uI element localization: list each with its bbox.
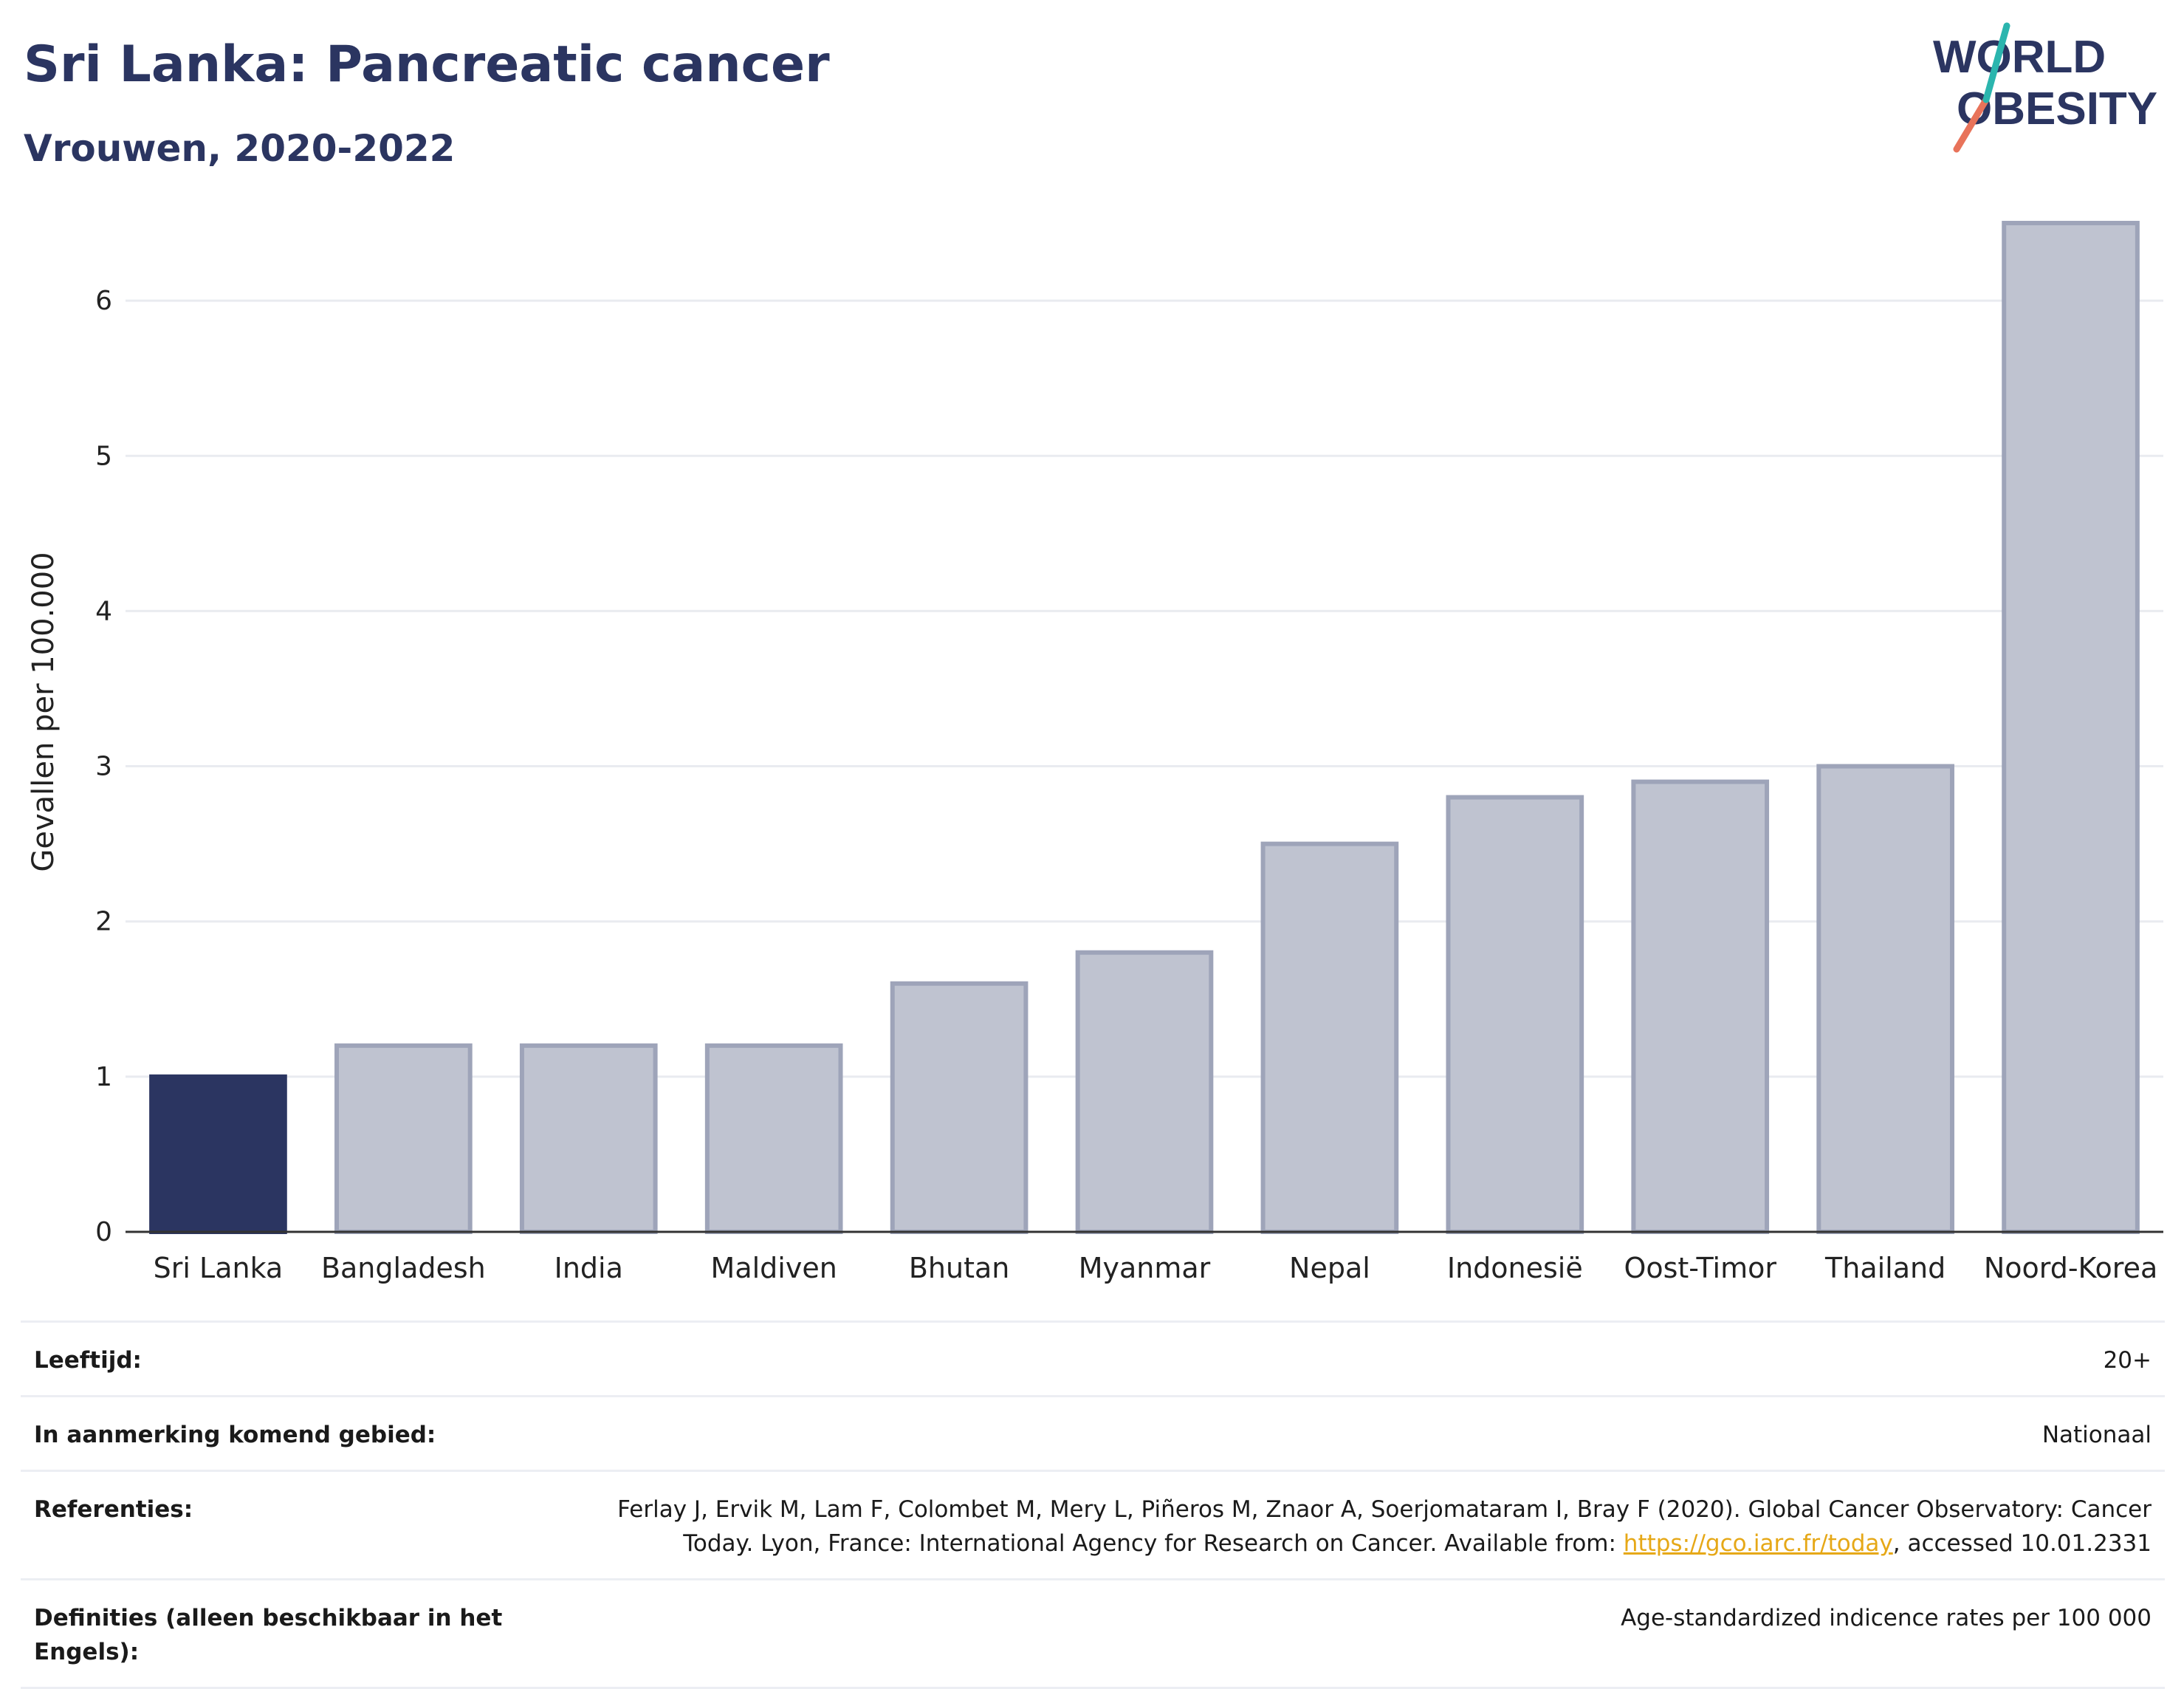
x-tick-label: Bangladesh: [321, 1252, 486, 1284]
x-tick-label: Nepal: [1289, 1252, 1370, 1284]
reference-accessed: , accessed 10.01.2331: [1892, 1530, 2152, 1557]
bar: [334, 1043, 473, 1235]
reference-text: Ferlay J, Ervik M, Lam F, Colombet M, Me…: [617, 1496, 2152, 1557]
logo-slash-red: [1953, 96, 1990, 153]
y-tick-label: 4: [95, 596, 112, 626]
y-tick-label: 5: [95, 441, 112, 471]
page-subtitle: Vrouwen, 2020-2022: [24, 127, 456, 170]
bar: [1816, 764, 1954, 1234]
world-obesity-logo: WORLD OBESITY: [1933, 22, 2157, 153]
bar: [890, 981, 1029, 1235]
info-value: 20+: [2103, 1347, 2152, 1374]
x-tick-label: Oost-Timor: [1624, 1252, 1776, 1284]
info-value: Age-standardized indicence rates per 100…: [1621, 1605, 2152, 1631]
info-row-area: In aanmerking komend gebied: Nationaal: [21, 1395, 2165, 1470]
info-row-definitions: Definities (alleen beschikbaar in het En…: [21, 1578, 2165, 1689]
x-tick-label: India: [554, 1252, 623, 1284]
y-tick-label: 1: [95, 1062, 112, 1092]
page-title: Sri Lanka: Pancreatic cancer: [24, 35, 830, 94]
y-tick-label: 2: [95, 907, 112, 937]
bar: [149, 1074, 287, 1234]
info-label: In aanmerking komend gebied:: [34, 1422, 436, 1448]
bar: [1260, 841, 1399, 1234]
logo-line1: WORLD: [1933, 32, 2106, 83]
x-tick-label: Indonesië: [1447, 1252, 1583, 1284]
info-label: Referenties:: [34, 1496, 193, 1523]
bar: [704, 1043, 843, 1235]
info-row-age: Leeftijd: 20+: [21, 1320, 2165, 1395]
info-label: Definities (alleen beschikbaar in het En…: [34, 1605, 503, 1665]
bar: [2002, 221, 2140, 1234]
y-tick-label: 0: [95, 1217, 112, 1247]
x-tick-label: Myanmar: [1079, 1252, 1211, 1284]
bar: [1446, 795, 1584, 1234]
info-row-references: Referenties: Ferlay J, Ervik M, Lam F, C…: [21, 1470, 2165, 1578]
info-value: Nationaal: [2042, 1422, 2152, 1448]
bar: [1631, 779, 1770, 1234]
info-label: Leeftijd:: [34, 1347, 142, 1374]
reference-link[interactable]: https://gco.iarc.fr/today: [1623, 1530, 1893, 1557]
x-tick-label: Thailand: [1824, 1252, 1946, 1284]
x-tick-label: Noord-Korea: [1984, 1252, 2157, 1284]
x-tick-label: Maldiven: [711, 1252, 837, 1284]
bar: [519, 1043, 658, 1235]
bar: [1075, 950, 1214, 1234]
x-tick-label: Sri Lanka: [154, 1252, 284, 1284]
y-axis-label: Gevallen per 100.000: [27, 552, 61, 871]
bar-chart: 0 1 2 3 4 5 6 Sri Lanka Bangladesh India Maldiven B…: [27, 221, 2163, 1284]
x-tick-label: Bhutan: [909, 1252, 1010, 1284]
y-tick-label: 3: [95, 752, 112, 782]
info-table: Leeftijd: 20+ In aanmerking komend gebie…: [21, 1320, 2165, 1689]
logo-slash-teal: [1982, 22, 2010, 103]
y-tick-label: 6: [95, 286, 112, 316]
info-value: Ferlay J, Ervik M, Lam F, Colombet M, Me…: [571, 1493, 2152, 1560]
